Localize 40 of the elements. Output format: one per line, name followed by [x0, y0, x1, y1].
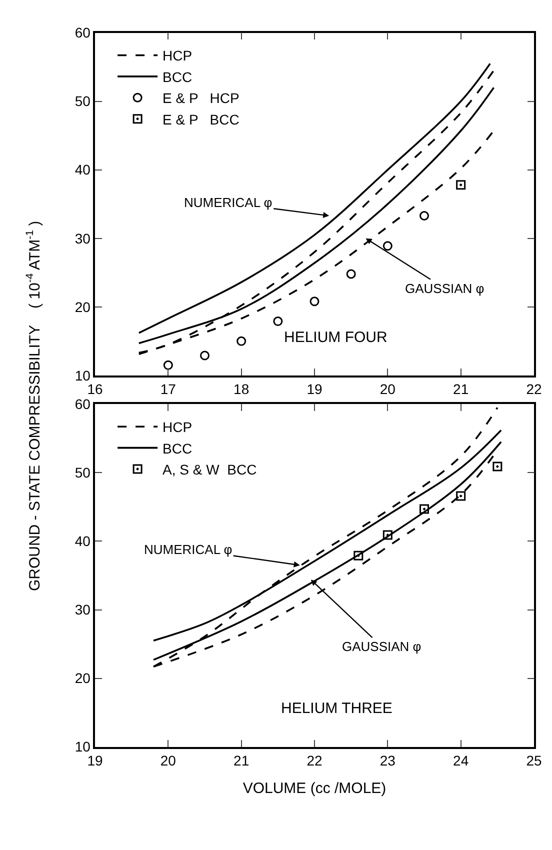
annotation: HELIUM THREE — [281, 700, 392, 717]
y-tick-label: 40 — [74, 162, 91, 178]
x-tick-label: 18 — [234, 380, 250, 397]
legend-label: A, S & W BCC — [162, 461, 257, 478]
y-tick-label: 20 — [74, 298, 91, 315]
x-tick-label: 21 — [453, 380, 469, 397]
y-tick-label: 30 — [74, 602, 91, 618]
legend-label: HCP — [162, 48, 192, 64]
legend-label: BCC — [162, 68, 192, 85]
annotation: HELIUM FOUR — [284, 329, 388, 346]
x-tick-label: 25 — [526, 752, 542, 768]
x-tick-label: 20 — [160, 752, 176, 768]
y-tick-label: 40 — [74, 533, 91, 550]
x-tick-label: 19 — [87, 752, 103, 768]
x-tick-label: 22 — [306, 752, 322, 768]
y-tick-label: 50 — [74, 464, 91, 481]
x-tick-label: 16 — [87, 380, 103, 397]
y-tick-label: 60 — [74, 396, 91, 412]
legend-label: BCC — [162, 440, 192, 456]
x-tick-label: 23 — [380, 752, 396, 768]
y-tick-label: 50 — [74, 93, 91, 110]
annotation: NUMERICAL φ — [184, 195, 272, 210]
annotation: NUMERICAL φ — [144, 542, 232, 557]
legend-label: E & P HCP — [162, 90, 240, 106]
x-tick-label: 24 — [453, 752, 469, 768]
annotation: GAUSSIAN φ — [342, 639, 422, 654]
x-tick-label: 19 — [306, 380, 322, 397]
y-tick-label: 10 — [74, 738, 91, 755]
y-tick-label: 20 — [74, 670, 91, 686]
x-tick-label: 17 — [160, 380, 176, 397]
legend-label: E & P BCC — [162, 111, 240, 128]
x-tick-label: 21 — [234, 752, 250, 768]
legend-label: HCP — [162, 419, 192, 436]
x-axis-title: VOLUME (cc /MOLE) — [242, 780, 386, 797]
y-tick-label: 10 — [74, 367, 91, 384]
y-tick-label: 60 — [74, 24, 91, 41]
x-tick-label: 20 — [380, 380, 396, 397]
x-tick-label: 22 — [526, 380, 542, 397]
y-tick-label: 30 — [74, 230, 91, 246]
annotation: GAUSSIAN φ — [405, 281, 484, 296]
